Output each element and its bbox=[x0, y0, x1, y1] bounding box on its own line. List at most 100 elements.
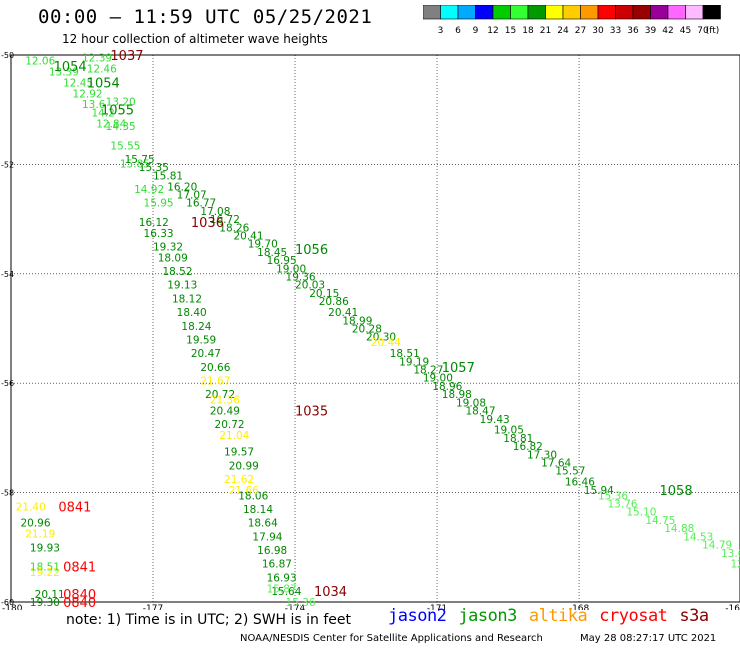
colorbar-label: 24 bbox=[557, 26, 569, 36]
wave-height-label: 18.06 bbox=[238, 490, 268, 502]
wave-height-label: 20.86 bbox=[319, 296, 349, 308]
lat-tick-label: -56 bbox=[1, 379, 14, 388]
lat-tick-label: -58 bbox=[1, 489, 14, 498]
colorbar-label: 70 bbox=[697, 26, 709, 36]
wave-height-label: 17.30 bbox=[527, 449, 557, 461]
lon-tick-label: -174 bbox=[285, 604, 306, 610]
wave-height-label: 19.30 bbox=[30, 597, 60, 609]
wave-height-label: 19.05 bbox=[494, 425, 524, 437]
satellite-legend: jason2 jason3 altika cryosat s3a bbox=[388, 606, 721, 626]
lat-tick-label: -54 bbox=[1, 270, 14, 279]
wave-height-label: 20.72 bbox=[205, 389, 235, 401]
wave-height-label: 19.36 bbox=[286, 272, 316, 284]
wave-height-label: 16.77 bbox=[186, 198, 216, 210]
wave-height-label: 14.79 bbox=[702, 540, 732, 552]
wave-height-label: 21.36 bbox=[210, 395, 240, 407]
wave-height-label: 16.33 bbox=[144, 228, 174, 240]
wave-height-label: 15.81 bbox=[153, 170, 183, 182]
colorbar-unit: (ft) bbox=[706, 26, 720, 36]
wave-height-label: 12.98 bbox=[731, 559, 740, 571]
wave-height-label: 18.12 bbox=[172, 293, 202, 305]
colorbar-label: 15 bbox=[505, 26, 516, 36]
wave-height-label: 16.93 bbox=[267, 572, 297, 584]
wave-height-label: 12.84 bbox=[96, 118, 126, 130]
wave-height-label: 20.96 bbox=[20, 518, 50, 530]
wave-height-label: 18.96 bbox=[432, 381, 462, 393]
wave-height-label: 16.87 bbox=[262, 559, 292, 571]
wave-height-label: 13.20 bbox=[106, 96, 136, 108]
wave-height-label: 15.75 bbox=[125, 154, 155, 166]
wave-height-label: 19.32 bbox=[153, 241, 183, 253]
pass-time-label: 1058 bbox=[660, 484, 693, 499]
wave-height-label: 18.45 bbox=[257, 247, 287, 259]
wave-height-label: 20.41 bbox=[328, 307, 358, 319]
legend-item: cryosat bbox=[599, 606, 668, 626]
wave-height-label: 20.15 bbox=[309, 288, 339, 300]
wave-height-label: 19.43 bbox=[480, 414, 510, 426]
wave-height-label: 14.2 bbox=[91, 107, 114, 119]
lon-tick-label: -16 bbox=[725, 604, 740, 610]
lon-tick-label: -180 bbox=[2, 604, 23, 610]
colorbar-swatch bbox=[702, 5, 721, 20]
colorbar-label: 6 bbox=[455, 26, 461, 36]
wave-height-label: 12.92 bbox=[73, 88, 103, 100]
pass-time-label: 1056 bbox=[295, 243, 328, 258]
wave-height-label: 14.88 bbox=[664, 523, 694, 535]
wave-height-label: 18.64 bbox=[248, 518, 278, 530]
wave-height-label: 19.00 bbox=[423, 373, 453, 385]
colorbar-label: 3 bbox=[438, 26, 444, 36]
wave-height-label: 19.57 bbox=[224, 447, 254, 459]
map-frame bbox=[10, 54, 740, 603]
wave-height-label: 16.82 bbox=[513, 441, 543, 453]
wave-height-label: 21.67 bbox=[200, 375, 230, 387]
wave-height-label: 20.47 bbox=[191, 348, 221, 360]
wave-height-label: 14.35 bbox=[106, 121, 136, 133]
pass-time-label: 1057 bbox=[442, 361, 475, 376]
wave-height-label: 18.52 bbox=[162, 266, 192, 278]
legend-item: s3a bbox=[679, 606, 709, 626]
wave-height-label: 18.99 bbox=[342, 315, 372, 327]
wave-height-label: 12.46 bbox=[87, 64, 117, 76]
map-tick-labels: -180 -177 -174 -171 -168 -16 -50 -52 -54 -56 -58 -6… bbox=[1, 51, 740, 610]
colorbar-label: 12 bbox=[487, 26, 498, 36]
wave-height-label: 21.40 bbox=[16, 501, 46, 513]
lon-tick-label: -168 bbox=[569, 604, 590, 610]
pass-time-label: 1054 bbox=[87, 76, 120, 91]
wave-height-label: 15.55 bbox=[110, 140, 140, 152]
wave-height-label: 15.95 bbox=[144, 198, 174, 210]
wave-height-label: 16.20 bbox=[167, 181, 197, 193]
wave-height-label: 21.66 bbox=[229, 485, 259, 497]
pass-time-label: 0840 bbox=[63, 588, 96, 603]
lat-tick-label: -50 bbox=[1, 51, 14, 60]
wave-height-label: 18.51 bbox=[390, 348, 420, 360]
colorbar-label: 21 bbox=[540, 26, 551, 36]
wave-height-label: 13.64 bbox=[721, 548, 740, 560]
wave-height-label: 20.72 bbox=[215, 419, 245, 431]
lat-tick-label: -60 bbox=[1, 598, 14, 607]
wave-height-label: 15.10 bbox=[626, 507, 656, 519]
wave-height-label: 20.99 bbox=[229, 460, 259, 472]
wave-height-label: 18.27 bbox=[413, 365, 443, 377]
colorbar-label: 36 bbox=[627, 26, 639, 36]
wave-height-label: 19.08 bbox=[456, 397, 486, 409]
pass-time-label: 1055 bbox=[101, 104, 134, 119]
wave-height-label: 14.75 bbox=[645, 515, 675, 527]
wave-height-label: 17.94 bbox=[252, 531, 282, 543]
page-title: 00:00 – 11:59 UTC 05/25/2021 bbox=[38, 6, 373, 28]
wave-height-label: 19.93 bbox=[30, 542, 60, 554]
colorbar: 3 6 9 12 15 18 21 24 27 30 33 36 39 42 45 70(ft) bbox=[423, 5, 721, 36]
wave-height-label: 12.39 bbox=[82, 53, 112, 65]
wave-height-label: 18.26 bbox=[219, 222, 249, 234]
pass-time-label: 1035 bbox=[295, 405, 328, 420]
colorbar-label: 27 bbox=[575, 26, 586, 36]
colorbar-label: 18 bbox=[522, 26, 534, 36]
wave-height-label: 20.11 bbox=[35, 589, 65, 601]
wave-height-label: 19.70 bbox=[248, 239, 278, 251]
colorbar-label: 9 bbox=[473, 26, 479, 36]
wave-height-label: 18.24 bbox=[181, 321, 211, 333]
pass-time-label: 0841 bbox=[58, 500, 91, 515]
pass-time-label: 1034 bbox=[314, 585, 347, 600]
wave-height-label: 12.45 bbox=[63, 77, 93, 89]
